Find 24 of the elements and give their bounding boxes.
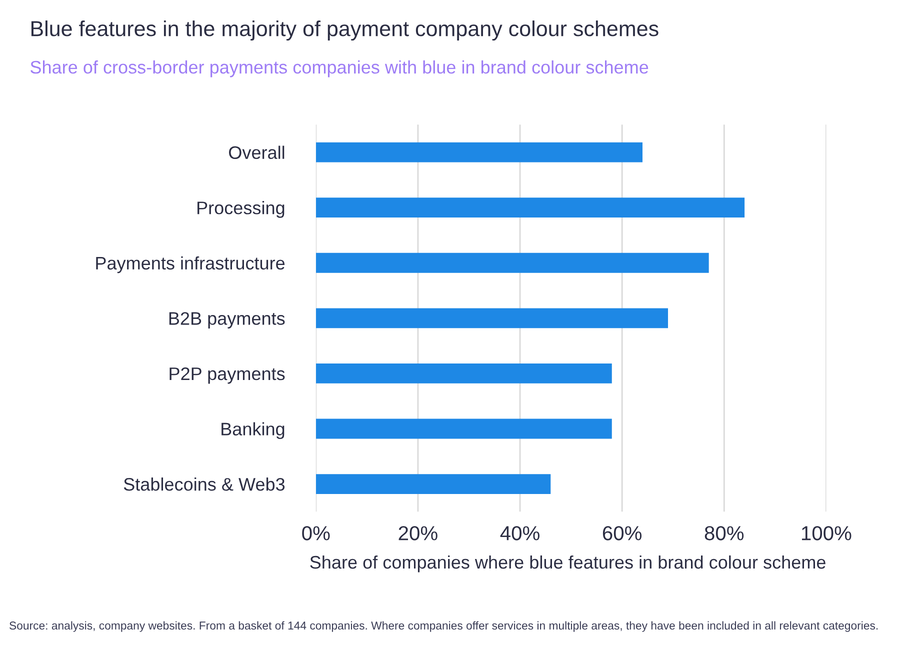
bar — [316, 474, 551, 494]
chart-title: Blue features in the majority of payment company colour schemes — [31, 20, 658, 41]
y-tick-label: Payments infrastructure — [96, 256, 285, 274]
bar — [316, 364, 612, 384]
y-tick-label: P2P payments — [170, 367, 285, 384]
y-tick-label: Processing — [198, 201, 284, 218]
y-tick-label: Stablecoins & Web3 — [124, 477, 285, 491]
x-tick-label: 100% — [802, 526, 852, 540]
x-tick-label: 80% — [704, 526, 744, 540]
x-tick-label: 20% — [398, 526, 438, 540]
source-note: Source: analysis, company websites. From a basket of 144 companies. Where companies offer services in multiple areas, they have been included in all relevant categories. — [10, 621, 878, 632]
bar — [316, 418, 612, 439]
x-tick-label: 40% — [500, 526, 540, 540]
y-tick-label: Overall — [229, 146, 284, 160]
bar — [316, 198, 745, 218]
bar — [316, 142, 642, 162]
bar — [316, 252, 709, 273]
chart-subtitle: Share of cross-border payments companies with blue in brand colour scheme — [30, 60, 648, 78]
x-tick-label: 0% — [302, 526, 330, 540]
bar — [316, 308, 668, 328]
x-axis-title: Share of companies where blue features in brand colour scheme — [310, 555, 826, 572]
y-tick-label: B2B payments — [169, 312, 285, 328]
y-tick-label: Banking — [222, 422, 284, 440]
x-tick-label: 60% — [602, 526, 642, 540]
